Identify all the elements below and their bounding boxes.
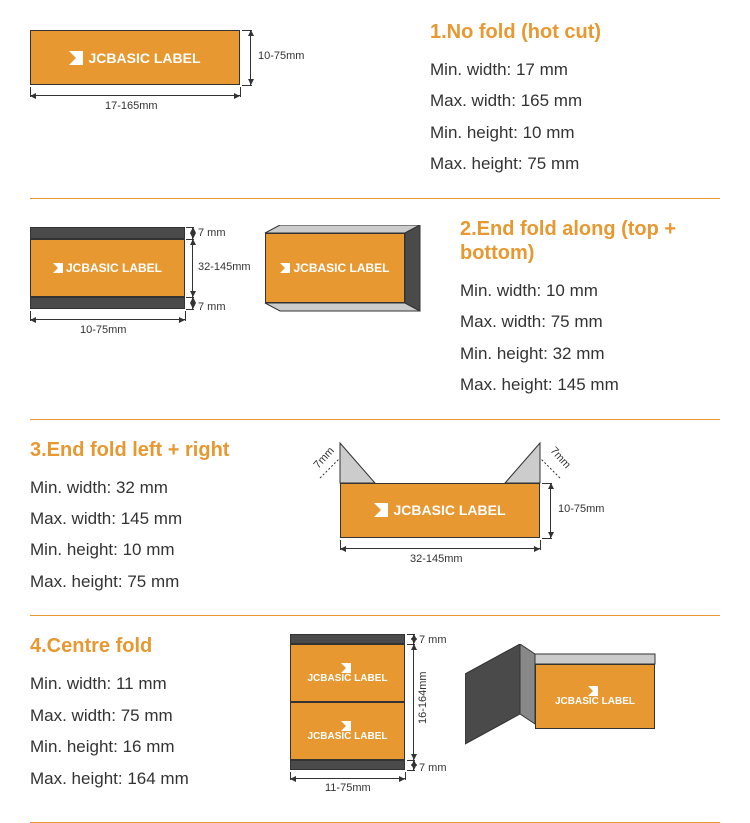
section-title: 4.Centre fold	[30, 634, 270, 658]
spec-max-width: Max. width: 75 mm	[460, 306, 720, 337]
dim-fold-top: 7 mm	[419, 634, 447, 646]
spec-min-width: Min. width: 10 mm	[460, 275, 720, 306]
spec-min-width: Min. width: 32 mm	[30, 472, 290, 503]
dim-height: 32-145mm	[198, 261, 251, 273]
spec-min-width: Min. width: 17 mm	[430, 54, 720, 85]
spec-max-height: Max. height: 164 mm	[30, 763, 270, 794]
brand-label: JCBASIC LABEL	[393, 502, 505, 518]
brand-label: JCBASIC LABEL	[88, 50, 200, 66]
text-no-fold: 1.No fold (hot cut) Min. width: 17 mm Ma…	[300, 20, 720, 180]
spec-min-height: Min. height: 10 mm	[430, 117, 720, 148]
brand-logo-icon	[69, 51, 83, 65]
section-title: 1.No fold (hot cut)	[430, 20, 720, 44]
section-title: 3.End fold left + right	[30, 438, 290, 462]
section-title: 2.End fold along (top + bottom)	[460, 217, 720, 265]
spec-min-width: Min. width: 11 mm	[30, 668, 270, 699]
section-no-fold: JCBASIC LABEL 10-75mm 17-165mm 1.No fold…	[30, 20, 720, 199]
section-end-fold-lr: 3.End fold left + right Min. width: 32 m…	[30, 420, 720, 617]
brand-logo-icon	[341, 663, 351, 673]
dim-fold-bottom: 7 mm	[198, 301, 226, 313]
brand-label: JCBASIC LABEL	[293, 261, 389, 275]
brand-label: JCBASIC LABEL	[66, 261, 162, 275]
diagram-no-fold: JCBASIC LABEL 10-75mm 17-165mm	[30, 20, 300, 120]
dim-height: 16-164mm	[417, 672, 429, 725]
diagram-centre-fold: JCBASIC LABEL JCBASIC LABEL 7 mm 16-164m…	[290, 634, 690, 804]
brand-logo-icon	[53, 263, 63, 273]
dim-fold-bottom: 7 mm	[419, 762, 447, 774]
dim-height: 10-75mm	[258, 50, 304, 62]
spec-min-height: Min. height: 10 mm	[30, 534, 290, 565]
brand-logo-icon	[588, 686, 598, 696]
section-end-fold-tb: JCBASIC LABEL 7 mm 32-145mm 7 mm 10-75mm	[30, 199, 720, 420]
diagram-end-fold-tb: JCBASIC LABEL 7 mm 32-145mm 7 mm 10-75mm	[30, 217, 430, 362]
text-end-fold-tb: 2.End fold along (top + bottom) Min. wid…	[430, 217, 720, 401]
dim-width: 11-75mm	[325, 782, 371, 794]
spec-max-height: Max. height: 75 mm	[430, 148, 720, 179]
brand-logo-icon	[341, 721, 351, 731]
dim-width: 32-145mm	[410, 553, 463, 565]
dim-fold-top: 7 mm	[198, 227, 226, 239]
brand-label: JCBASIC LABEL	[307, 731, 387, 742]
spec-max-width: Max. width: 145 mm	[30, 503, 290, 534]
text-centre-fold: 4.Centre fold Min. width: 11 mm Max. wid…	[30, 634, 290, 794]
spec-max-width: Max. width: 165 mm	[430, 85, 720, 116]
brand-logo-icon	[374, 503, 388, 517]
dim-height: 10-75mm	[558, 503, 604, 515]
spec-min-height: Min. height: 16 mm	[30, 731, 270, 762]
spec-max-height: Max. height: 145 mm	[460, 369, 720, 400]
fold-flaps-icon	[310, 438, 590, 488]
dim-width: 17-165mm	[105, 100, 158, 112]
diagram-end-fold-lr: 7mm 7mm JCBASIC LABEL 10-75mm 32-145mm	[310, 438, 650, 578]
spec-min-height: Min. height: 32 mm	[460, 338, 720, 369]
spec-max-height: Max. height: 75 mm	[30, 566, 290, 597]
brand-label: JCBASIC LABEL	[555, 696, 635, 707]
section-centre-fold: 4.Centre fold Min. width: 11 mm Max. wid…	[30, 616, 720, 823]
dim-width: 10-75mm	[80, 324, 126, 336]
brand-label: JCBASIC LABEL	[307, 673, 387, 684]
brand-logo-icon	[280, 263, 290, 273]
spec-max-width: Max. width: 75 mm	[30, 700, 270, 731]
text-end-fold-lr: 3.End fold left + right Min. width: 32 m…	[30, 438, 310, 598]
